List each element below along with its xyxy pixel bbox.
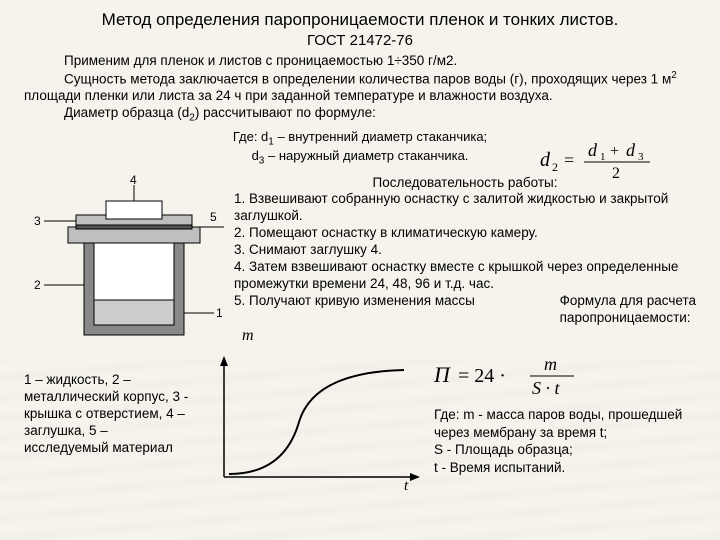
formula-d2: d 2 = d 1 + d 3 2 — [540, 138, 680, 182]
svg-text:S · t: S · t — [532, 378, 561, 398]
svg-text:+: + — [610, 143, 619, 160]
svg-text:1: 1 — [600, 151, 606, 163]
svg-text:5: 5 — [210, 210, 217, 224]
svg-text:2: 2 — [552, 160, 558, 174]
svg-text:=: = — [564, 150, 574, 170]
diagram-legend: 1 – жидкость, 2 – металлический корпус, … — [24, 352, 194, 492]
svg-text:2: 2 — [34, 278, 41, 292]
svg-text:= 24 ·: = 24 · — [458, 365, 506, 387]
svg-text:1: 1 — [216, 306, 223, 320]
svg-text:d: d — [626, 140, 636, 160]
formula-perm-label: Формула для расчета паропроницаемости: — [560, 293, 696, 327]
svg-text:t: t — [404, 478, 409, 492]
svg-text:4: 4 — [130, 175, 137, 187]
intro-line-1: Применим для пленок и листов с проницаем… — [24, 53, 696, 70]
svg-text:3: 3 — [34, 214, 41, 228]
intro-line-2: Сущность метода заключается в определени… — [24, 70, 696, 105]
svg-text:3: 3 — [638, 151, 644, 163]
formula-permeability: П = 24 · m S · t Где: m - масса паров во… — [434, 352, 696, 492]
svg-text:П: П — [434, 362, 451, 387]
intro-block: Применим для пленок и листов с проницаем… — [24, 53, 696, 125]
slide-subtitle: ГОСТ 21472-76 — [24, 32, 696, 49]
svg-text:2: 2 — [612, 165, 620, 182]
mass-curve: t — [204, 352, 424, 492]
svg-text:m: m — [544, 354, 557, 374]
slide-title: Метод определения паропроницаемости плен… — [24, 10, 696, 30]
svg-text:d: d — [588, 140, 598, 160]
intro-line-3: Диаметр образца (d2) рассчитывают по фор… — [24, 105, 696, 125]
apparatus-diagram: 4 3 5 2 1 — [24, 175, 224, 347]
sequence-text: Последовательность работы: 1. Взвешивают… — [234, 175, 696, 347]
axis-m-inline: m — [234, 326, 696, 346]
svg-text:d: d — [540, 149, 551, 171]
